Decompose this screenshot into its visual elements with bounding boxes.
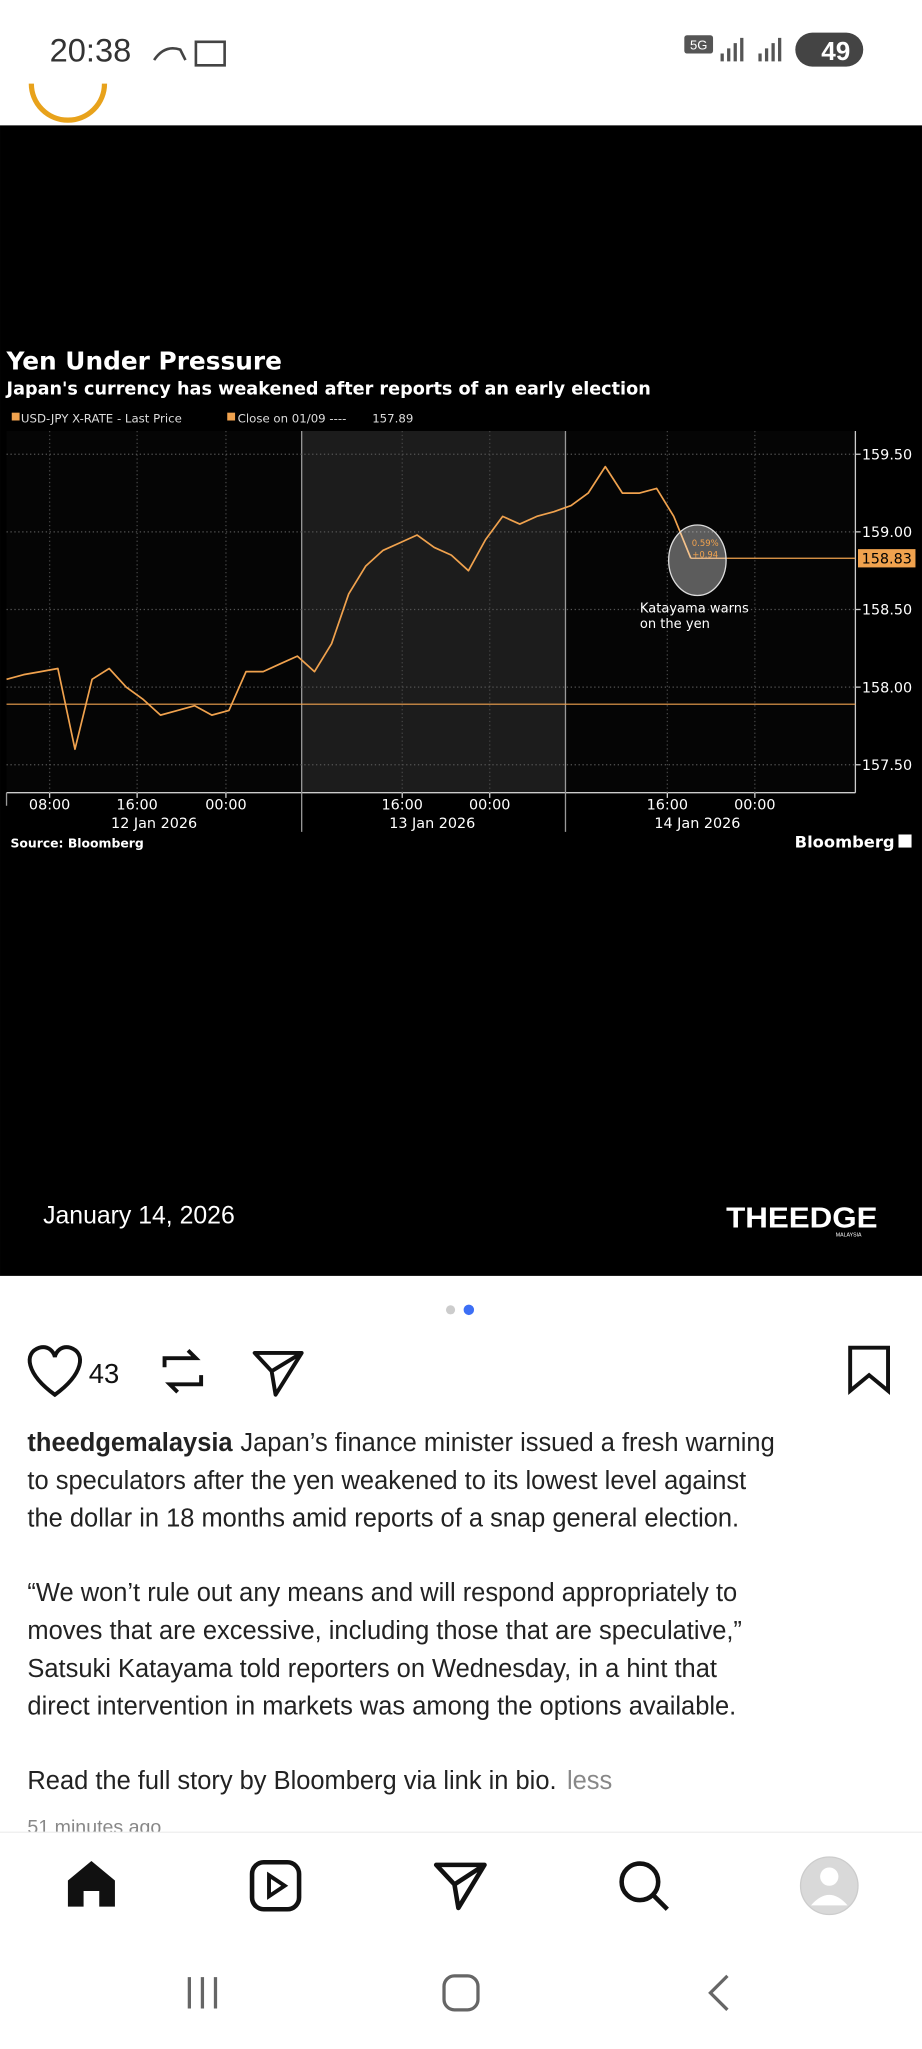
legend-label: Close on 01/09 ---- [238,411,347,425]
x-tick-label: 00:00 [469,798,510,814]
brand: Bloomberg [795,833,895,852]
x-tick-label: 08:00 [29,798,70,814]
home-button[interactable] [442,1974,480,2012]
annotation-change: 0.59% [692,538,719,548]
annotation-change: +0.94 [692,550,718,560]
username[interactable]: theedgemalaysia [27,1429,233,1457]
date-label: 12 Jan 2026 [111,816,197,832]
last-price-tag [858,549,916,568]
session-shade [301,430,566,793]
status-icons [153,40,226,67]
battery-level: 49 [821,36,850,66]
legend-value: 157.89 [372,411,413,425]
last-price-label: 158.83 [862,551,912,567]
legend-swatch [227,412,236,421]
x-tick-label: 00:00 [205,798,246,814]
signal [720,37,782,62]
legend-label: USD-JPY X-RATE - Last Price [21,411,182,425]
more-link[interactable]: less [567,1767,612,1795]
post-time: 51 minutes ago [27,1817,161,1839]
x-tick-label: 00:00 [734,798,775,814]
post-date: January 14, 2026 [43,1203,235,1230]
recents-button[interactable] [187,1977,218,2009]
chart-subtitle: Japan's currency has weakened after repo… [6,379,651,399]
caption-line: to speculators after the yen weakened to… [27,1467,746,1495]
price-line [6,465,692,751]
annotation: on the yen [640,617,710,632]
search-icon [651,1893,669,1911]
like-count: 43 [89,1358,119,1389]
brand-logo: THEEDGE [726,1203,877,1235]
date-label: 13 Jan 2026 [389,816,475,832]
carousel-dot[interactable] [463,1304,475,1316]
x-tick-label: 16:00 [116,798,157,814]
y-tick-label: 159.50 [862,447,912,463]
caption-line: Read the full story by Bloomberg via lin… [27,1767,556,1795]
caption-line: Satsuki Katayama told reporters on Wedne… [27,1655,717,1683]
story-ring [28,83,108,123]
y-tick-label: 159.00 [862,525,912,541]
avatar-head [820,1867,839,1886]
chart: Yen Under Pressure Japan's currency has … [6,347,916,852]
search-tab[interactable] [619,1861,661,1903]
caption-text: Japan’s finance minister issued a fresh … [240,1429,774,1457]
brand-icon [898,834,912,848]
date-label: 14 Jan 2026 [654,816,740,832]
repost-button[interactable] [162,1348,204,1394]
annotation-circle [667,524,727,597]
caption-line: the dollar in 18 months amid reports of … [27,1505,739,1533]
network-badge [684,35,714,54]
y-tick-label: 157.50 [862,758,912,774]
status-bar [0,0,922,126]
caption: theedgemalaysia Japan’s finance minister … [27,1429,774,1839]
x-tick-label: 16:00 [382,798,423,814]
clock: 20:38 [50,31,132,68]
carousel-dot[interactable] [445,1305,456,1315]
caption-line: direct intervention in markets was among… [27,1693,736,1721]
legend-swatch [11,412,20,421]
share-button[interactable] [252,1350,304,1397]
caption-line: “We won’t rule out any means and will re… [27,1579,737,1607]
save-button[interactable] [848,1345,890,1395]
y-tick-label: 158.50 [862,603,912,619]
caption-line: moves that are excessive, including thos… [27,1617,741,1645]
bottom-nav [0,1832,922,2049]
y-tick-label: 158.00 [862,680,912,696]
like-button[interactable] [27,1345,82,1398]
annotation: Katayama warns [640,601,749,616]
x-tick-label: 16:00 [647,798,688,814]
avatar-body [810,1894,848,1906]
battery [795,32,864,67]
home-tab[interactable] [67,1860,115,1907]
chart-title: Yen Under Pressure [6,347,282,376]
caption-line: theedgemalaysia Japan’s finance minister … [27,1429,774,1457]
source: Source: Bloomberg [10,836,143,851]
messages-tab[interactable] [433,1862,487,1911]
reels-icon [267,1871,289,1900]
reels-tab[interactable] [249,1859,302,1912]
back-button[interactable] [708,1974,729,2011]
network-label: 5G [690,38,707,53]
brand-sub: MALAYSIA [836,1233,862,1239]
